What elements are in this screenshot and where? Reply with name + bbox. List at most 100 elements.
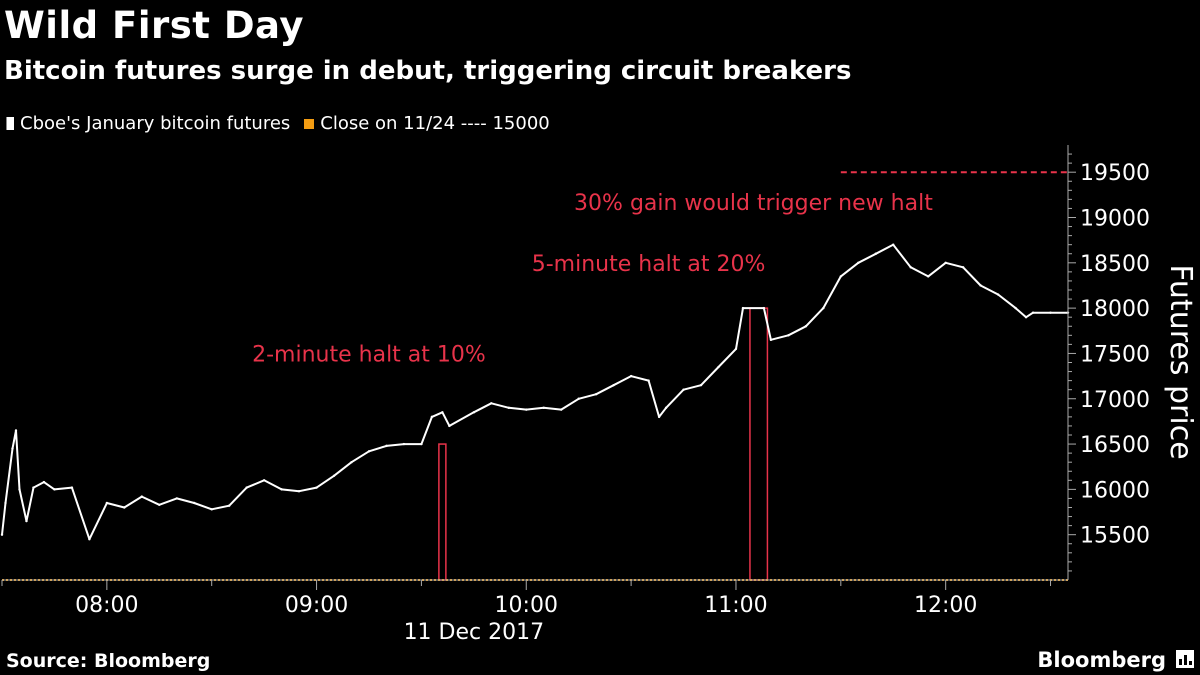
data-point: [717, 365, 720, 369]
data-point: [594, 393, 598, 396]
data-point: [787, 334, 790, 337]
annotation-label: 5-minute halt at 20%: [532, 252, 766, 277]
halt-marker-1: [438, 443, 447, 581]
y-tick-label: 18000: [1080, 297, 1150, 322]
annotations: 30% gain would trigger new halt 5-minute …: [252, 191, 933, 367]
x-tick-label: 08:00: [75, 593, 138, 618]
data-point: [525, 408, 528, 411]
halt-markers: [438, 307, 769, 581]
data-point: [909, 266, 912, 269]
data-point: [507, 406, 510, 410]
data-point: [18, 488, 21, 491]
y-axis: 15500 16000 16500 17000 17500 18000 18500 19000…: [1067, 145, 1198, 580]
data-point: [402, 442, 406, 446]
data-point: [892, 243, 895, 246]
chart-title: Wild First Day: [4, 4, 305, 47]
data-point: [647, 379, 650, 382]
data-point: [385, 444, 388, 448]
data-point: [1031, 311, 1035, 314]
data-point: [158, 503, 161, 506]
y-tick-label: 19000: [1080, 207, 1150, 232]
data-point: [4, 501, 7, 505]
data-point: [542, 406, 545, 410]
data-point: [734, 347, 738, 351]
data-point: [42, 480, 46, 484]
data-point: [88, 538, 91, 541]
data-point: [741, 306, 745, 310]
data-point: [25, 519, 28, 523]
y-tick-label: 17500: [1080, 342, 1150, 367]
chart-subtitle: Bitcoin futures surge in debut, triggeri…: [4, 56, 852, 86]
halt-marker-2: [749, 307, 769, 581]
brand-label: Bloomberg: [1037, 648, 1166, 672]
annotation-label: 2-minute halt at 10%: [252, 342, 486, 367]
close-swatch-icon: [304, 118, 315, 129]
data-point: [315, 486, 318, 489]
data-point: [682, 388, 685, 391]
data-point: [53, 488, 56, 491]
data-point: [332, 474, 336, 477]
data-point: [11, 447, 14, 450]
data-point: [664, 406, 668, 410]
y-tick-label: 17000: [1080, 388, 1150, 413]
data-point: [874, 252, 877, 255]
x-axis-label: 11 Dec 2017: [404, 620, 545, 645]
data-point: [430, 415, 434, 419]
data-point: [961, 266, 965, 269]
data-point: [70, 486, 74, 489]
legend-series-label: Cboe's January bitcoin futures: [20, 113, 291, 134]
data-point: [175, 497, 178, 500]
x-tick-label: 10:00: [495, 593, 558, 618]
annotation-label: 30% gain would trigger new halt: [574, 191, 933, 216]
data-point: [629, 374, 633, 378]
reference-lines: [2, 171, 1068, 581]
data-point: [490, 402, 493, 405]
data-point: [1024, 315, 1028, 319]
data-point: [804, 325, 808, 328]
data-point: [839, 275, 843, 278]
data-point: [472, 411, 476, 414]
data-point: [193, 501, 196, 505]
data-point: [14, 429, 18, 432]
data-point: [944, 261, 947, 265]
x-axis: 08:00 09:00 10:00 11:00 12:00 11 Dec 2017: [1, 579, 1068, 645]
data-point: [1049, 311, 1052, 314]
series-line-1: [1, 243, 1068, 541]
data-point: [769, 338, 773, 342]
data-point: [857, 261, 860, 265]
legend-close-label: Close on 11/24 ---- 15000: [320, 113, 550, 134]
data-point: [105, 501, 109, 505]
source-label: Source: Bloomberg: [6, 650, 211, 672]
data-point: [350, 460, 353, 464]
data-point: [245, 486, 248, 489]
y-tick-label: 16500: [1080, 433, 1150, 458]
series-swatch-icon: [6, 117, 14, 130]
data-point: [577, 397, 580, 400]
data-point: [420, 442, 423, 446]
data-point: [448, 424, 451, 428]
data-point: [762, 306, 766, 310]
data-point: [560, 408, 563, 411]
y-tick-label: 16000: [1080, 478, 1150, 503]
data-point: [441, 411, 444, 414]
data-point: [612, 383, 615, 387]
bloomberg-logo-icon: [1176, 650, 1194, 668]
x-tick-label: 11:00: [704, 593, 767, 618]
chart-area: 15500 16000 16500 17000 17500 18000 18500 19000…: [0, 145, 1198, 645]
data-point: [0, 533, 4, 536]
legend-item-close: Close on 11/24 ---- 15000: [304, 113, 550, 134]
data-point: [32, 486, 35, 489]
data-point: [140, 495, 144, 498]
x-tick-label: 12:00: [914, 593, 977, 618]
data-point: [822, 306, 825, 310]
data-point: [280, 488, 283, 491]
legend: Cboe's January bitcoin futures Close on …: [6, 113, 564, 134]
legend-item-series: Cboe's January bitcoin futures: [6, 113, 290, 134]
data-point: [297, 489, 301, 493]
data-point: [1014, 306, 1017, 310]
data-point: [123, 506, 126, 509]
data-point: [657, 415, 661, 419]
data-point: [996, 293, 1000, 296]
y-tick-label: 15500: [1080, 524, 1150, 549]
data-point: [699, 383, 703, 387]
